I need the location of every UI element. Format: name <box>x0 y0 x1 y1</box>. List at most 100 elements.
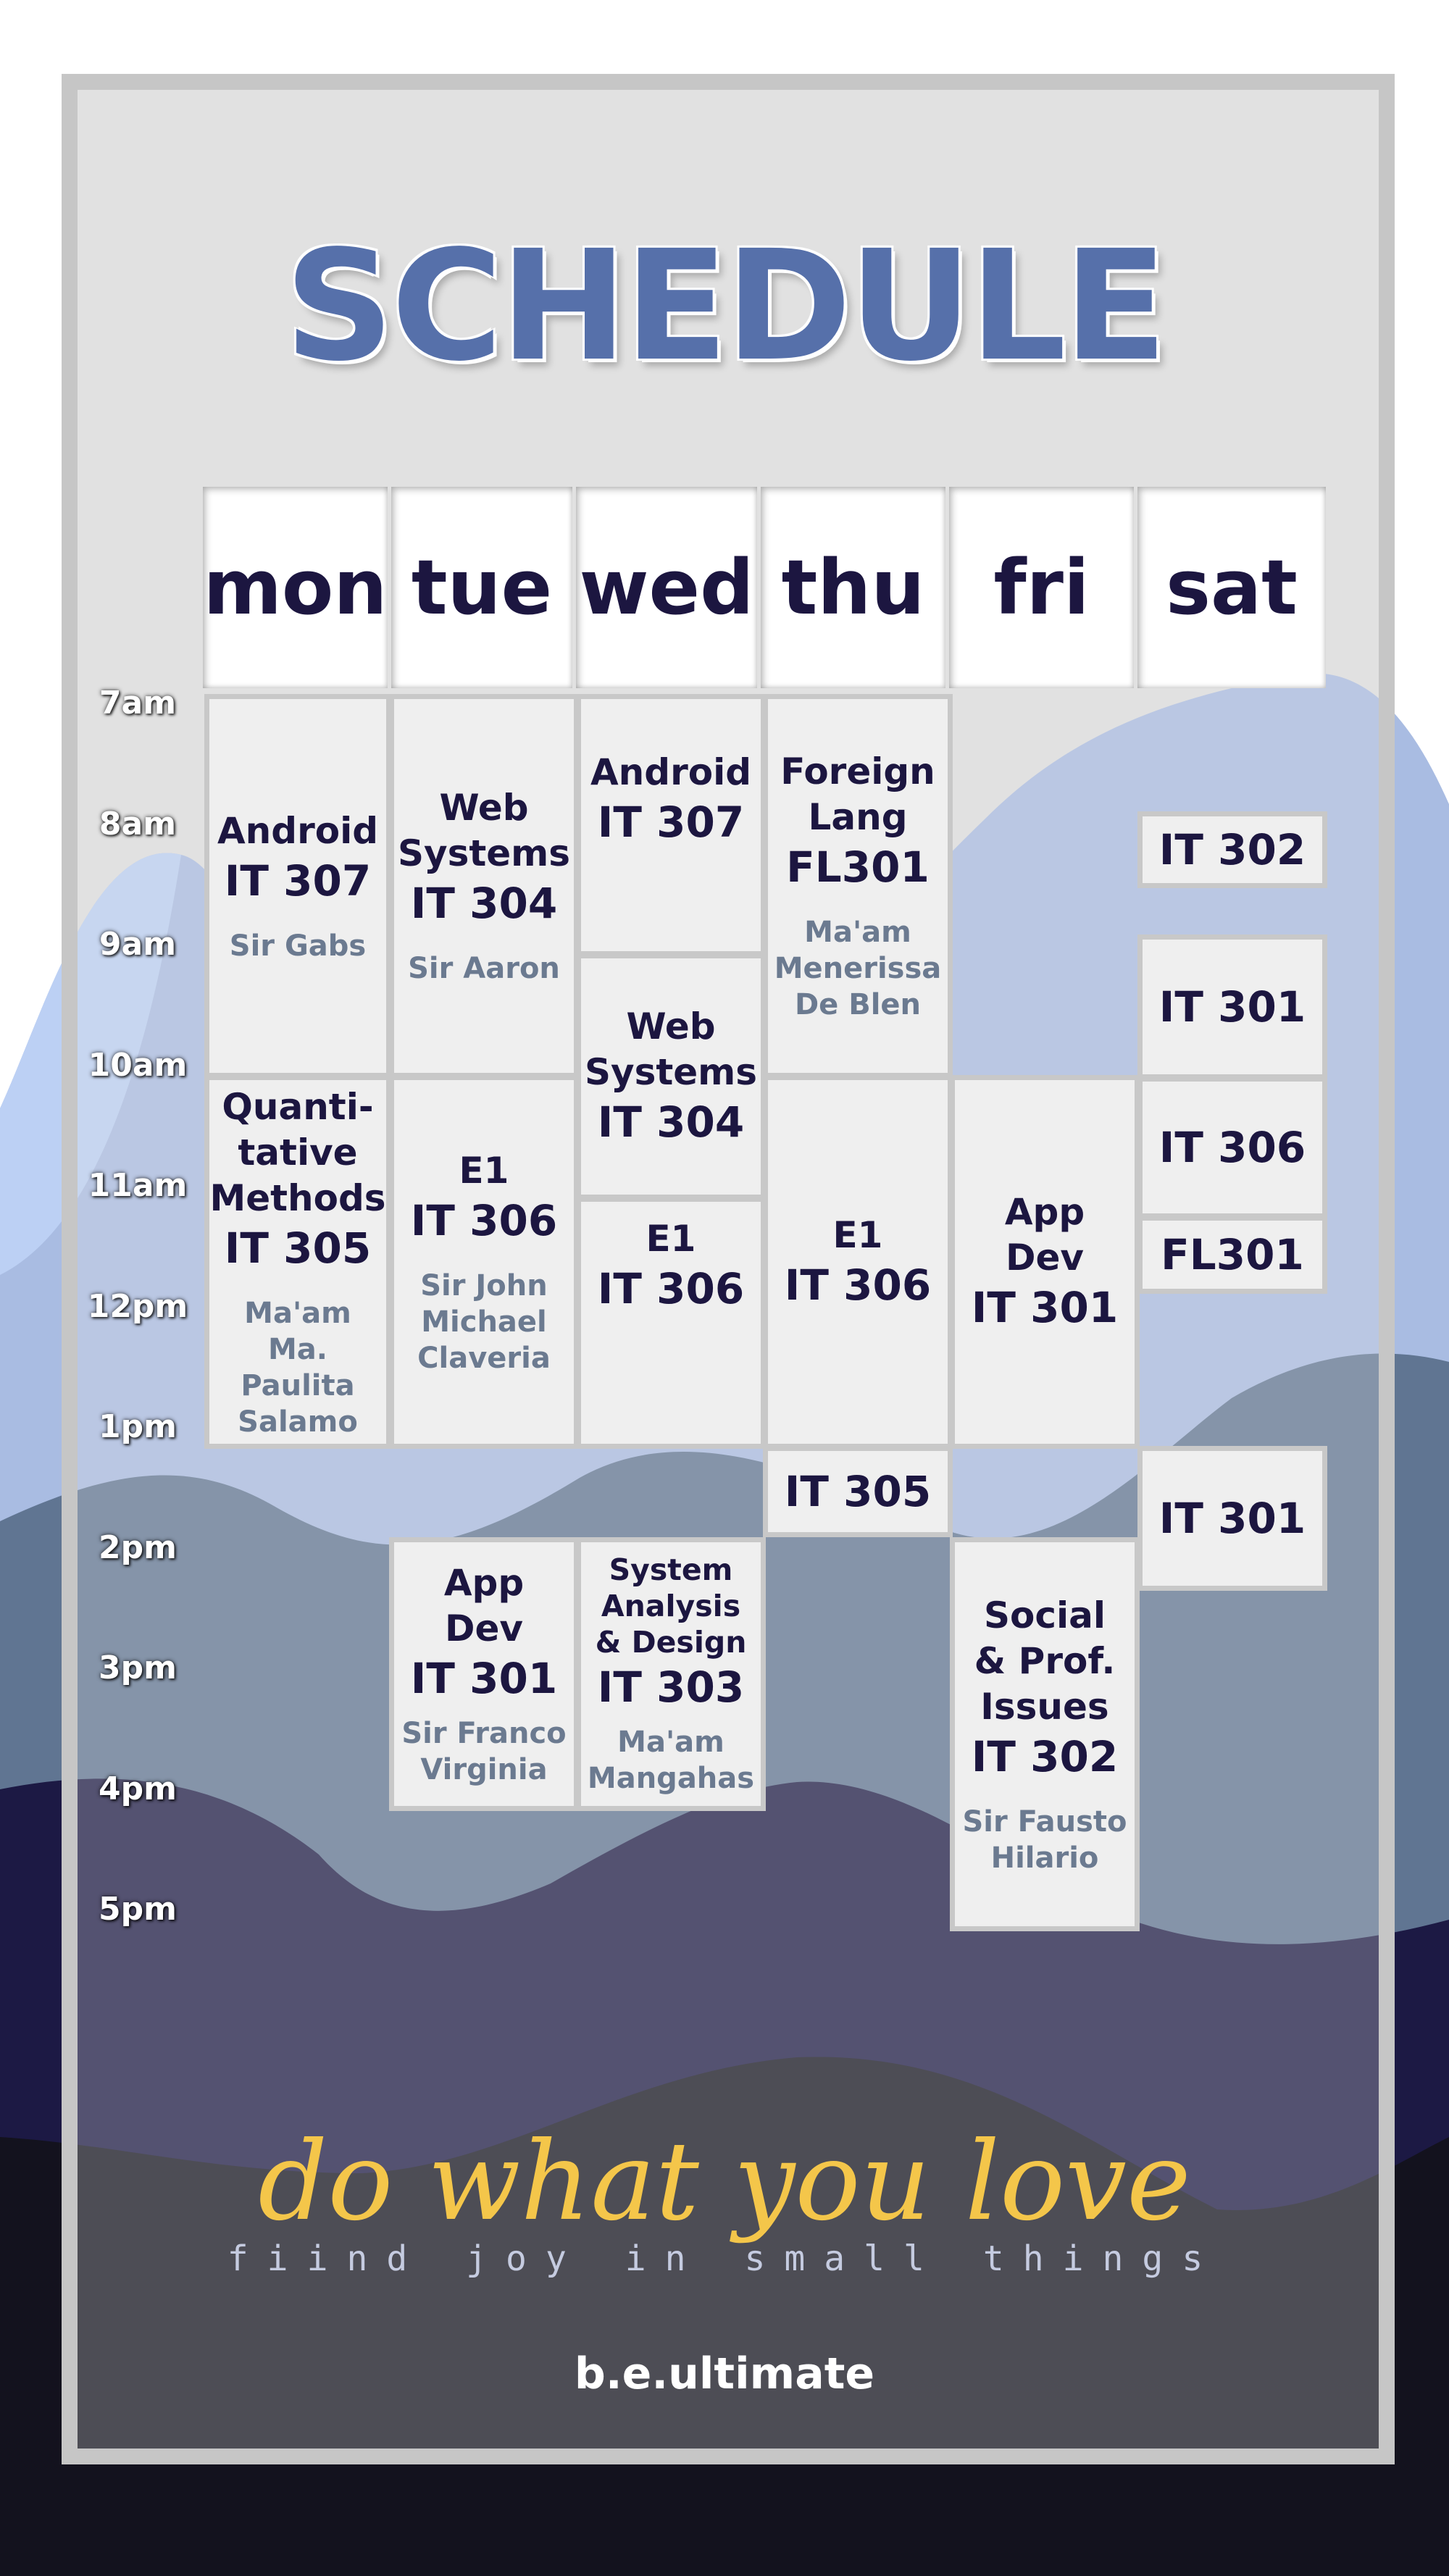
time-label: 4pm <box>99 1770 177 1807</box>
time-label: 3pm <box>99 1649 177 1686</box>
class-code: IT 306 <box>1158 1123 1306 1172</box>
class-subject-line: Systems <box>397 832 571 874</box>
class-subject-line: Dev <box>1005 1237 1084 1279</box>
class-block-thu-foreign-lang[interactable]: Foreign Lang FL301 Ma'am Menerissa De Bl… <box>763 694 953 1078</box>
darkest-wave <box>0 2057 1449 2576</box>
class-block-sat-it301-morning[interactable]: IT 301 <box>1137 934 1327 1079</box>
time-label: 5pm <box>99 1891 177 1928</box>
day-header-sat: sat <box>1137 487 1326 688</box>
class-subject-line: Dev <box>444 1607 523 1649</box>
class-code: IT 301 <box>1158 982 1306 1032</box>
class-professor-line: De Blen <box>794 988 922 1021</box>
time-label: 2pm <box>99 1529 177 1566</box>
class-code: IT 302 <box>971 1731 1119 1781</box>
class-block-tue-app-dev[interactable]: App Dev IT 301 Sir Franco Virginia <box>389 1537 579 1811</box>
class-professor-line: Sir John <box>420 1268 548 1302</box>
class-code: IT 307 <box>224 856 372 906</box>
class-professor-line: Virginia <box>420 1753 548 1786</box>
time-label: 12pm <box>87 1288 188 1325</box>
day-header-wed: wed <box>576 487 757 688</box>
class-subject-line: System <box>609 1552 733 1587</box>
class-code: IT 307 <box>597 798 745 847</box>
class-code: IT 306 <box>597 1264 745 1313</box>
class-professor-line: Ma'am <box>804 916 911 949</box>
class-subject: E1 <box>832 1213 883 1256</box>
day-header-thu: thu <box>761 487 945 688</box>
class-code: IT 301 <box>1158 1494 1306 1543</box>
class-professor-line: Sir Franco <box>401 1717 567 1750</box>
brand-text: b.e.ultimate <box>574 2349 875 2399</box>
class-block-wed-web-systems[interactable]: Web Systems IT 304 <box>576 953 766 1200</box>
class-subject-line: Lang <box>808 796 908 838</box>
class-subject-line: Quanti- <box>222 1085 374 1128</box>
light-wave-left-highlight <box>0 853 181 1275</box>
class-subject: E1 <box>646 1218 696 1260</box>
class-code: IT 306 <box>784 1260 932 1310</box>
time-label: 11am <box>88 1167 188 1204</box>
class-subject-line: App <box>1004 1191 1085 1233</box>
class-subject-line: Web <box>626 1005 716 1047</box>
class-professor-line: Ma'am <box>244 1296 351 1330</box>
class-block-wed-android[interactable]: Android IT 307 <box>576 694 766 956</box>
class-professor-line: Ma. Paulita <box>241 1332 355 1402</box>
class-block-sat-it306[interactable]: IT 306 <box>1137 1076 1327 1218</box>
class-subject-line: Issues <box>980 1685 1109 1728</box>
class-subject: Android <box>217 809 379 852</box>
page-title: SCHEDULE <box>284 217 1168 395</box>
time-label: 10am <box>88 1047 188 1084</box>
class-subject-line: & Prof. <box>974 1639 1116 1682</box>
quote-text: do what you love <box>258 2119 1191 2245</box>
class-block-thu-e1[interactable]: E1 IT 306 <box>763 1075 953 1449</box>
class-code: IT 303 <box>597 1663 745 1712</box>
day-header-mon: mon <box>203 487 388 688</box>
class-code: IT 301 <box>971 1283 1119 1332</box>
class-block-sat-it302[interactable]: IT 302 <box>1137 811 1327 888</box>
class-code: IT 301 <box>410 1654 558 1703</box>
class-code: IT 305 <box>784 1467 932 1516</box>
class-block-tue-e1[interactable]: E1 IT 306 Sir John Michael Claveria <box>389 1075 579 1449</box>
tagline-text: fiind joy in small things <box>227 2238 1222 2279</box>
class-block-sat-it301-afternoon[interactable]: IT 301 <box>1137 1446 1327 1591</box>
class-block-wed-e1[interactable]: E1 IT 306 <box>576 1197 766 1449</box>
time-label: 8am <box>99 806 177 842</box>
class-code: IT 306 <box>410 1195 558 1245</box>
class-subject-line: tative <box>238 1131 358 1174</box>
class-professor-line: Claveria <box>417 1341 551 1375</box>
class-professor-line: Mangahas <box>587 1762 755 1795</box>
class-code: FL301 <box>1161 1230 1304 1279</box>
class-subject-line: & Design <box>595 1625 747 1660</box>
class-code: IT 304 <box>597 1097 745 1147</box>
class-subject-line: App <box>443 1562 525 1604</box>
class-subject-line: Web <box>439 787 529 829</box>
class-block-mon-android[interactable]: Android IT 307 Sir Gabs <box>204 694 391 1078</box>
class-block-thu-it305[interactable]: IT 305 <box>763 1446 953 1537</box>
class-block-fri-social-prof-issues[interactable]: Social & Prof. Issues IT 302 Sir Fausto … <box>950 1537 1140 1931</box>
class-subject-line: Systems <box>584 1051 758 1093</box>
class-subject-line: Foreign <box>780 750 935 793</box>
time-label: 7am <box>99 685 177 722</box>
class-subject-line: Analysis <box>601 1589 741 1623</box>
class-block-fri-app-dev[interactable]: App Dev IT 301 <box>950 1075 1140 1449</box>
class-subject-line: Methods <box>209 1176 386 1219</box>
day-header-fri: fri <box>949 487 1134 688</box>
class-professor: Sir Gabs <box>229 929 367 963</box>
class-professor: Sir Aaron <box>408 952 560 985</box>
class-professor-line: Salamo <box>238 1405 358 1439</box>
time-label: 9am <box>99 926 177 963</box>
class-block-mon-quantitative-methods[interactable]: Quanti- tative Methods IT 305 Ma'am Ma. … <box>204 1075 391 1449</box>
class-block-sat-fl301[interactable]: FL301 <box>1137 1216 1327 1294</box>
class-professor-line: Menerissa <box>774 952 942 985</box>
class-code: FL301 <box>786 842 930 892</box>
class-subject: E1 <box>459 1149 509 1192</box>
class-subject-line: Social <box>983 1594 1106 1636</box>
class-professor-line: Ma'am <box>617 1726 724 1759</box>
class-professor-line: Sir Fausto <box>962 1805 1127 1839</box>
class-code: IT 304 <box>410 879 558 928</box>
class-block-wed-system-analysis-design[interactable]: System Analysis & Design IT 303 Ma'am Ma… <box>576 1537 766 1811</box>
class-professor-line: Hilario <box>990 1841 1099 1875</box>
time-label: 1pm <box>99 1408 177 1445</box>
class-block-tue-web-systems[interactable]: Web Systems IT 304 Sir Aaron <box>389 694 579 1078</box>
class-subject: Android <box>590 751 752 793</box>
class-code: IT 302 <box>1158 825 1306 874</box>
day-header-tue: tue <box>391 487 572 688</box>
